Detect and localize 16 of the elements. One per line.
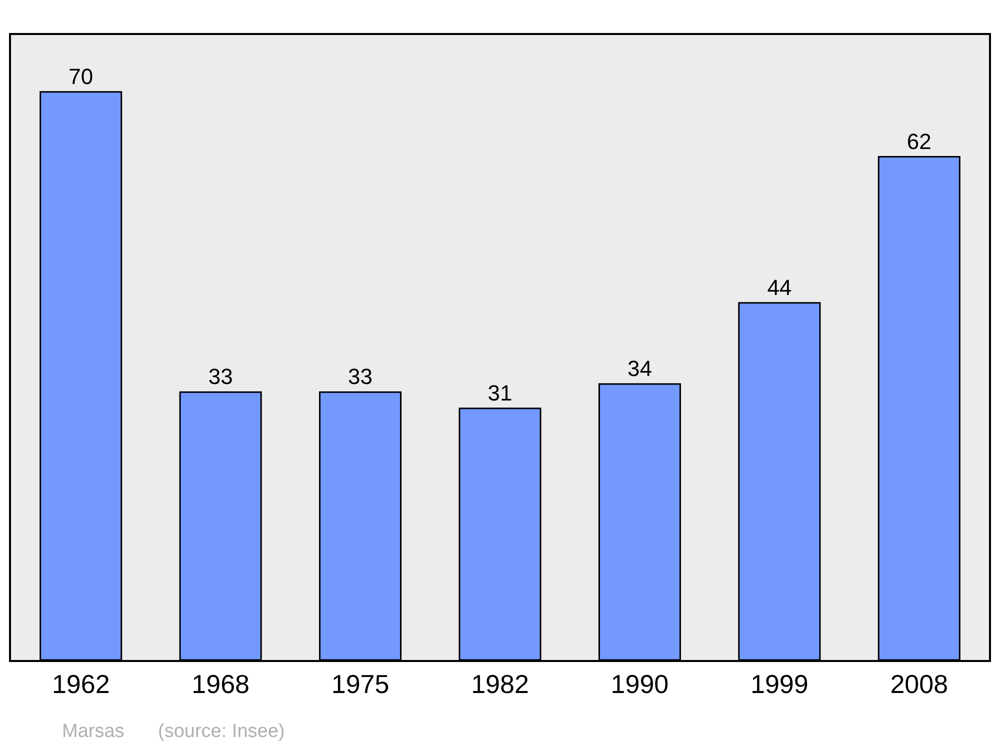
x-tick-label: 1975 (331, 669, 390, 700)
text: Marsas (62, 721, 124, 742)
data-label: 62 (906, 128, 932, 154)
x-tick-label: 1999 (750, 669, 808, 700)
data-label: 34 (627, 356, 652, 382)
data-label: 44 (767, 274, 792, 300)
data-label: 31 (488, 380, 512, 406)
data-label: 70 (68, 64, 94, 89)
text: (source: Insee) (158, 721, 285, 742)
x-tick-label: 1968 (192, 669, 250, 700)
x-tick-label: 1962 (52, 669, 110, 700)
x-tick-label: 1982 (471, 669, 529, 700)
data-label: 33 (208, 364, 233, 390)
x-tick-label: 2008 (890, 669, 948, 700)
x-tick-label: 1990 (610, 669, 669, 700)
data-label: 33 (348, 364, 373, 390)
